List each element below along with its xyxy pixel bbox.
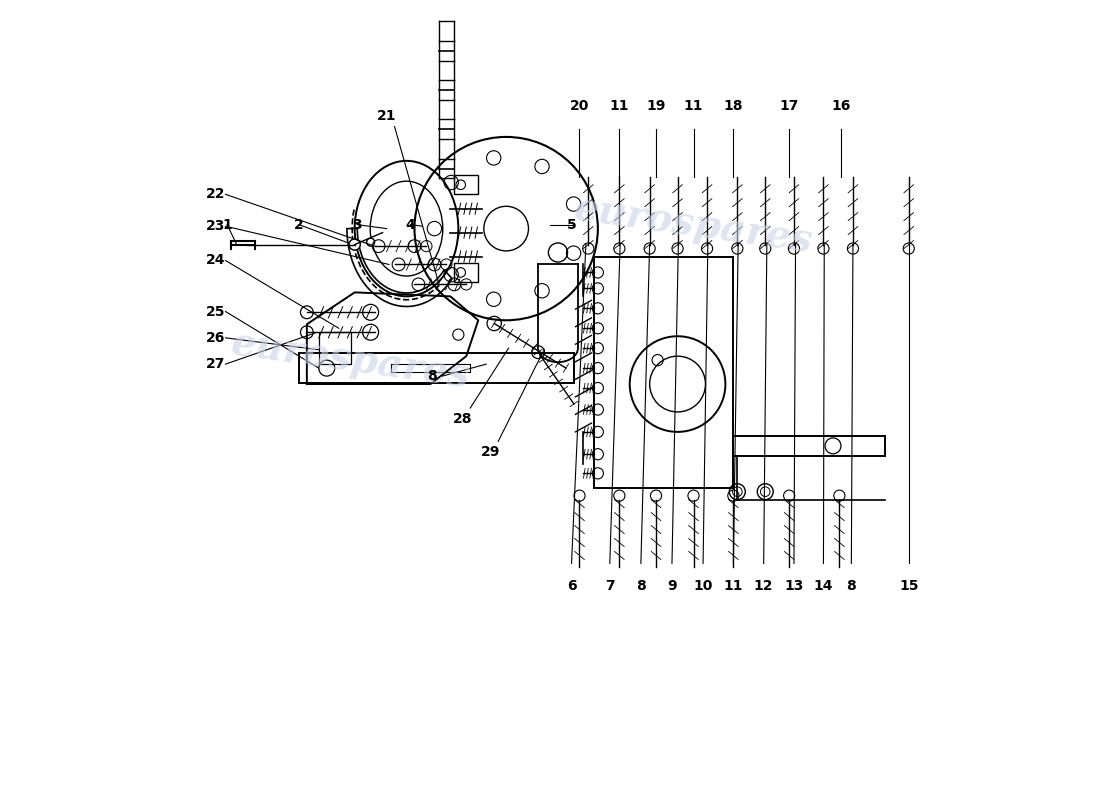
Text: 12: 12 [754, 579, 773, 594]
Text: 8: 8 [847, 579, 856, 594]
Text: 13: 13 [784, 579, 804, 594]
Text: 24: 24 [206, 254, 225, 267]
Circle shape [349, 239, 361, 250]
Text: 26: 26 [206, 331, 225, 345]
Text: 5: 5 [566, 218, 576, 232]
Text: 11: 11 [724, 579, 744, 594]
Text: 11: 11 [609, 99, 629, 113]
Text: 21: 21 [377, 109, 396, 122]
Text: 8: 8 [636, 579, 646, 594]
Text: 14: 14 [814, 579, 833, 594]
Text: eurospares: eurospares [229, 325, 473, 396]
Text: 7: 7 [605, 579, 615, 594]
Text: 4: 4 [406, 218, 416, 232]
Text: 8: 8 [427, 369, 437, 383]
Text: 18: 18 [724, 99, 744, 113]
Text: 25: 25 [206, 305, 225, 318]
Text: 11: 11 [684, 99, 703, 113]
Text: 29: 29 [481, 446, 499, 459]
Text: 19: 19 [647, 99, 666, 113]
Text: 17: 17 [780, 99, 799, 113]
Text: 28: 28 [452, 412, 472, 426]
Text: 20: 20 [570, 99, 590, 113]
Text: 3: 3 [352, 218, 362, 232]
Circle shape [366, 238, 375, 246]
Text: 9: 9 [668, 579, 676, 594]
Text: 6: 6 [566, 579, 576, 594]
Text: 22: 22 [206, 187, 225, 202]
Text: 27: 27 [206, 357, 225, 371]
Text: 23: 23 [206, 219, 225, 234]
Text: 15: 15 [899, 579, 918, 594]
Text: 2: 2 [294, 218, 304, 232]
Text: 10: 10 [693, 579, 713, 594]
Text: 16: 16 [832, 99, 850, 113]
Text: 1: 1 [222, 218, 232, 232]
Text: eurospares: eurospares [572, 189, 815, 260]
